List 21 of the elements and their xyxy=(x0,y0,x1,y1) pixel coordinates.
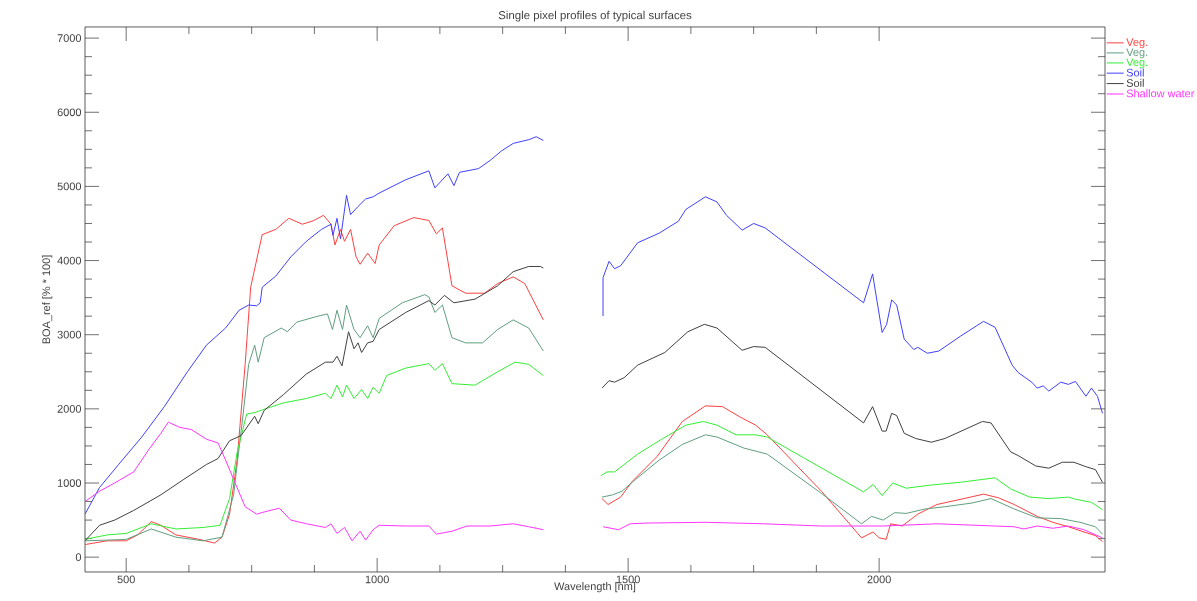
y-tick-label: 4000 xyxy=(57,256,82,265)
legend-label: Soil xyxy=(1126,68,1144,77)
legend-label: Soil xyxy=(1126,78,1144,87)
y-tick-label: 3000 xyxy=(57,330,82,339)
y-tick-label: 7000 xyxy=(57,34,82,42)
x-axis-title: Wavelength [nm] xyxy=(554,582,636,593)
y-tick-label: 2000 xyxy=(57,404,82,413)
x-tick-label: 1000 xyxy=(365,575,389,584)
legend-label: Veg. xyxy=(1126,58,1148,69)
legend-label: Veg. xyxy=(1126,48,1148,59)
y-tick-label: 6000 xyxy=(57,108,82,117)
y-tick-label: 0 xyxy=(75,553,82,562)
x-tick-label: 500 xyxy=(117,575,135,584)
y-tick-label: 1000 xyxy=(57,479,82,487)
x-tick-label: 2000 xyxy=(867,575,891,584)
chart-title: Single pixel profiles of typical surfaces xyxy=(498,10,692,22)
legend-label: Shallow water xyxy=(1126,89,1195,98)
y-axis-title: BOA_ref [% * 100] xyxy=(42,255,53,344)
legend-label: Veg. xyxy=(1126,38,1148,49)
y-tick-label: 5000 xyxy=(57,182,82,191)
x-tick-label: 1500 xyxy=(616,575,640,584)
